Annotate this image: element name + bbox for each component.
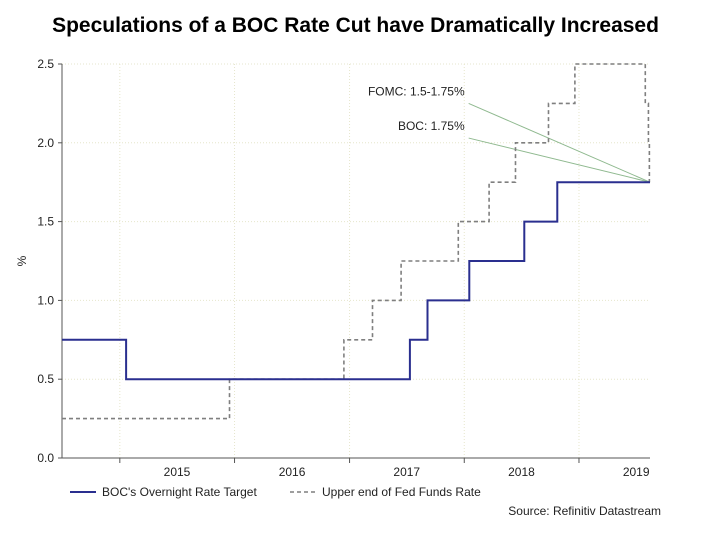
legend-entry-boc-label: BOC's Overnight Rate Target (102, 485, 257, 499)
source-note: Source: Refinitiv Datastream (508, 504, 661, 518)
x-tick-label: 2018 (508, 465, 535, 479)
axes: 0.0 0.5 1.0 1.5 2.0 2.5 2015 2016 2017 2018 2019% (15, 57, 650, 479)
x-tick-label: 2016 (279, 465, 306, 479)
y-tick-label: 1.5 (37, 215, 54, 229)
chart-title: Speculations of a BOC Rate Cut have Dram… (52, 14, 659, 37)
y-tick-label: 1.0 (37, 293, 54, 307)
legend: BOC's Overnight Rate Target Upper end of … (70, 485, 481, 499)
y-tick-label: 0.5 (37, 372, 54, 386)
annotation-label: BOC: 1.75% (398, 119, 465, 133)
gridlines (62, 63, 650, 458)
annotations: FOMC: 1.5-1.75% BOC: 1.75% (368, 84, 651, 183)
x-tick-label: 2019 (623, 465, 650, 479)
boc-rate-line (62, 181, 650, 381)
y-tick-label: 2.5 (37, 57, 54, 71)
annotation-line (468, 102, 651, 183)
y-axis-label: % (15, 255, 29, 266)
y-tick-label: 2.0 (37, 136, 54, 150)
x-tick-label: 2015 (164, 465, 191, 479)
x-tick-label: 2017 (393, 465, 420, 479)
annotation-line (468, 137, 651, 183)
y-tick-label: 0.0 (37, 451, 54, 465)
series-lines (62, 63, 651, 420)
annotation-label: FOMC: 1.5-1.75% (368, 84, 465, 98)
legend-entry-fed-label: Upper end of Fed Funds Rate (322, 485, 481, 499)
fed-funds-line (62, 63, 651, 420)
